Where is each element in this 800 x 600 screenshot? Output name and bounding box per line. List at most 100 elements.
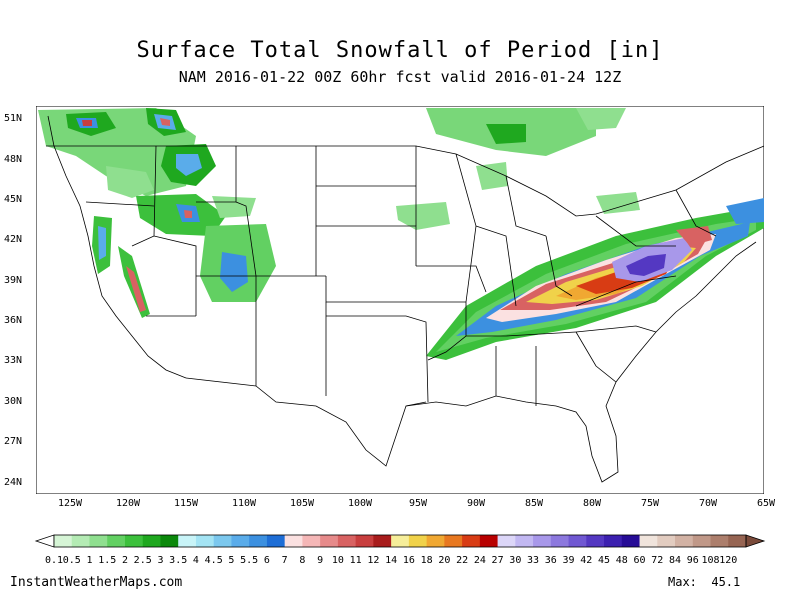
colorbar-swatch xyxy=(107,535,126,547)
colorbar-label: 3.5 xyxy=(169,555,188,566)
lon-label: 75W xyxy=(640,498,660,509)
colorbar-label: 108 xyxy=(701,555,720,566)
colorbar-label: 4.5 xyxy=(204,555,223,566)
snow-northwest xyxy=(38,108,276,318)
lat-label: 45N xyxy=(4,194,23,205)
colorbar-swatch xyxy=(337,535,357,547)
colorbar-swatch xyxy=(621,535,641,547)
colorbar-low-arrow xyxy=(34,534,55,548)
colorbar-label: 6 xyxy=(263,555,270,566)
colorbar-label: 30 xyxy=(509,555,522,566)
colorbar-swatch xyxy=(550,535,570,547)
colorbar-label: 3 xyxy=(157,555,164,566)
colorbar-label: 7 xyxy=(281,555,288,566)
colorbar-label: 20 xyxy=(438,555,451,566)
colorbar-swatch xyxy=(444,535,463,547)
colorbar-label: 84 xyxy=(668,555,682,566)
colorbar-swatch xyxy=(71,535,90,547)
colorbar-label: 14 xyxy=(385,555,398,566)
lon-label: 105W xyxy=(289,498,315,509)
colorbar-swatch xyxy=(54,535,73,547)
max-label: Max: xyxy=(668,575,697,589)
colorbar-high-arrow xyxy=(745,534,766,548)
boundaries xyxy=(46,115,764,483)
snow-eastcoast-storm xyxy=(426,198,764,360)
lat-label: 27N xyxy=(4,436,23,447)
colorbar-swatch xyxy=(479,535,499,547)
site-credit: InstantWeatherMaps.com xyxy=(10,575,183,590)
colorbar-swatch xyxy=(586,535,605,547)
lat-label: 33N xyxy=(4,355,23,366)
lat-label: 51N xyxy=(4,113,23,124)
map-title: Surface Total Snowfall of Period [in] xyxy=(136,38,664,63)
lon-label: 80W xyxy=(582,498,602,509)
colorbar-label: 1 xyxy=(86,555,93,566)
colorbar-swatch xyxy=(515,535,534,547)
colorbar-label: 10 xyxy=(331,555,344,566)
colorbar-label: 12 xyxy=(367,555,380,566)
colorbar-label: 48 xyxy=(615,555,628,566)
colorbar-label: 42 xyxy=(580,555,593,566)
lon-label: 70W xyxy=(698,498,718,509)
colorbar-swatch xyxy=(657,535,676,547)
colorbar xyxy=(34,534,766,548)
max-value: Max: 45.1 xyxy=(668,575,740,589)
colorbar-label: 4 xyxy=(192,555,199,566)
colorbar-swatch xyxy=(355,535,374,547)
lon-label: 65W xyxy=(756,498,776,509)
colorbar-swatch xyxy=(604,535,623,547)
colorbar-label: 2.5 xyxy=(133,555,152,566)
colorbar-label: 27 xyxy=(491,555,504,566)
colorbar-label: 18 xyxy=(420,555,433,566)
colorbar-label: 96 xyxy=(686,555,699,566)
colorbar-swatch xyxy=(142,535,161,547)
lat-label: 42N xyxy=(4,234,23,245)
colorbar-label: 60 xyxy=(633,555,646,566)
colorbar-swatch xyxy=(639,535,658,547)
colorbar-swatch xyxy=(89,535,108,547)
colorbar-label: 11 xyxy=(349,555,362,566)
colorbar-swatch xyxy=(213,535,232,547)
lat-label: 39N xyxy=(4,275,23,286)
colorbar-swatch xyxy=(710,535,729,547)
colorbar-swatch xyxy=(373,535,392,547)
lat-label: 36N xyxy=(4,315,23,326)
colorbar-label: 36 xyxy=(544,555,557,566)
lat-label: 24N xyxy=(4,477,23,488)
colorbar-swatch xyxy=(266,535,286,547)
lon-label: 110W xyxy=(231,498,257,509)
colorbar-swatch xyxy=(302,535,321,547)
colorbar-swatch xyxy=(728,535,747,547)
lon-label: 90W xyxy=(466,498,486,509)
colorbar-swatch xyxy=(249,535,268,547)
colorbar-label: 16 xyxy=(402,555,415,566)
lon-label: 120W xyxy=(115,498,141,509)
colorbar-label: 0.1 xyxy=(44,555,64,566)
colorbar-swatch xyxy=(408,535,428,547)
colorbar-swatch xyxy=(178,535,197,547)
map-subtitle: NAM 2016-01-22 00Z 60hr fcst valid 2016-… xyxy=(178,68,622,86)
lon-label: 100W xyxy=(347,498,373,509)
colorbar-swatch xyxy=(568,535,587,547)
colorbar-swatch xyxy=(231,535,250,547)
colorbar-swatch xyxy=(426,535,445,547)
colorbar-outline xyxy=(53,534,747,548)
colorbar-label: 120 xyxy=(719,555,738,566)
snowfall-map xyxy=(36,106,764,494)
colorbar-label: 33 xyxy=(527,555,540,566)
lat-label: 48N xyxy=(4,154,23,165)
lon-label: 85W xyxy=(524,498,544,509)
colorbar-label: 72 xyxy=(651,555,664,566)
colorbar-swatch xyxy=(160,535,179,547)
colorbar-swatch xyxy=(692,535,712,547)
colorbar-label: 45 xyxy=(598,555,611,566)
lon-label: 95W xyxy=(408,498,428,509)
colorbar-swatch xyxy=(320,535,339,547)
colorbar-label: 24 xyxy=(473,555,486,566)
colorbar-swatch xyxy=(462,535,481,547)
snow-canada xyxy=(396,108,626,230)
colorbar-swatch xyxy=(284,535,303,547)
colorbar-label: 0.5 xyxy=(62,555,81,566)
colorbar-swatch xyxy=(497,535,516,547)
lat-label: 30N xyxy=(4,396,23,407)
